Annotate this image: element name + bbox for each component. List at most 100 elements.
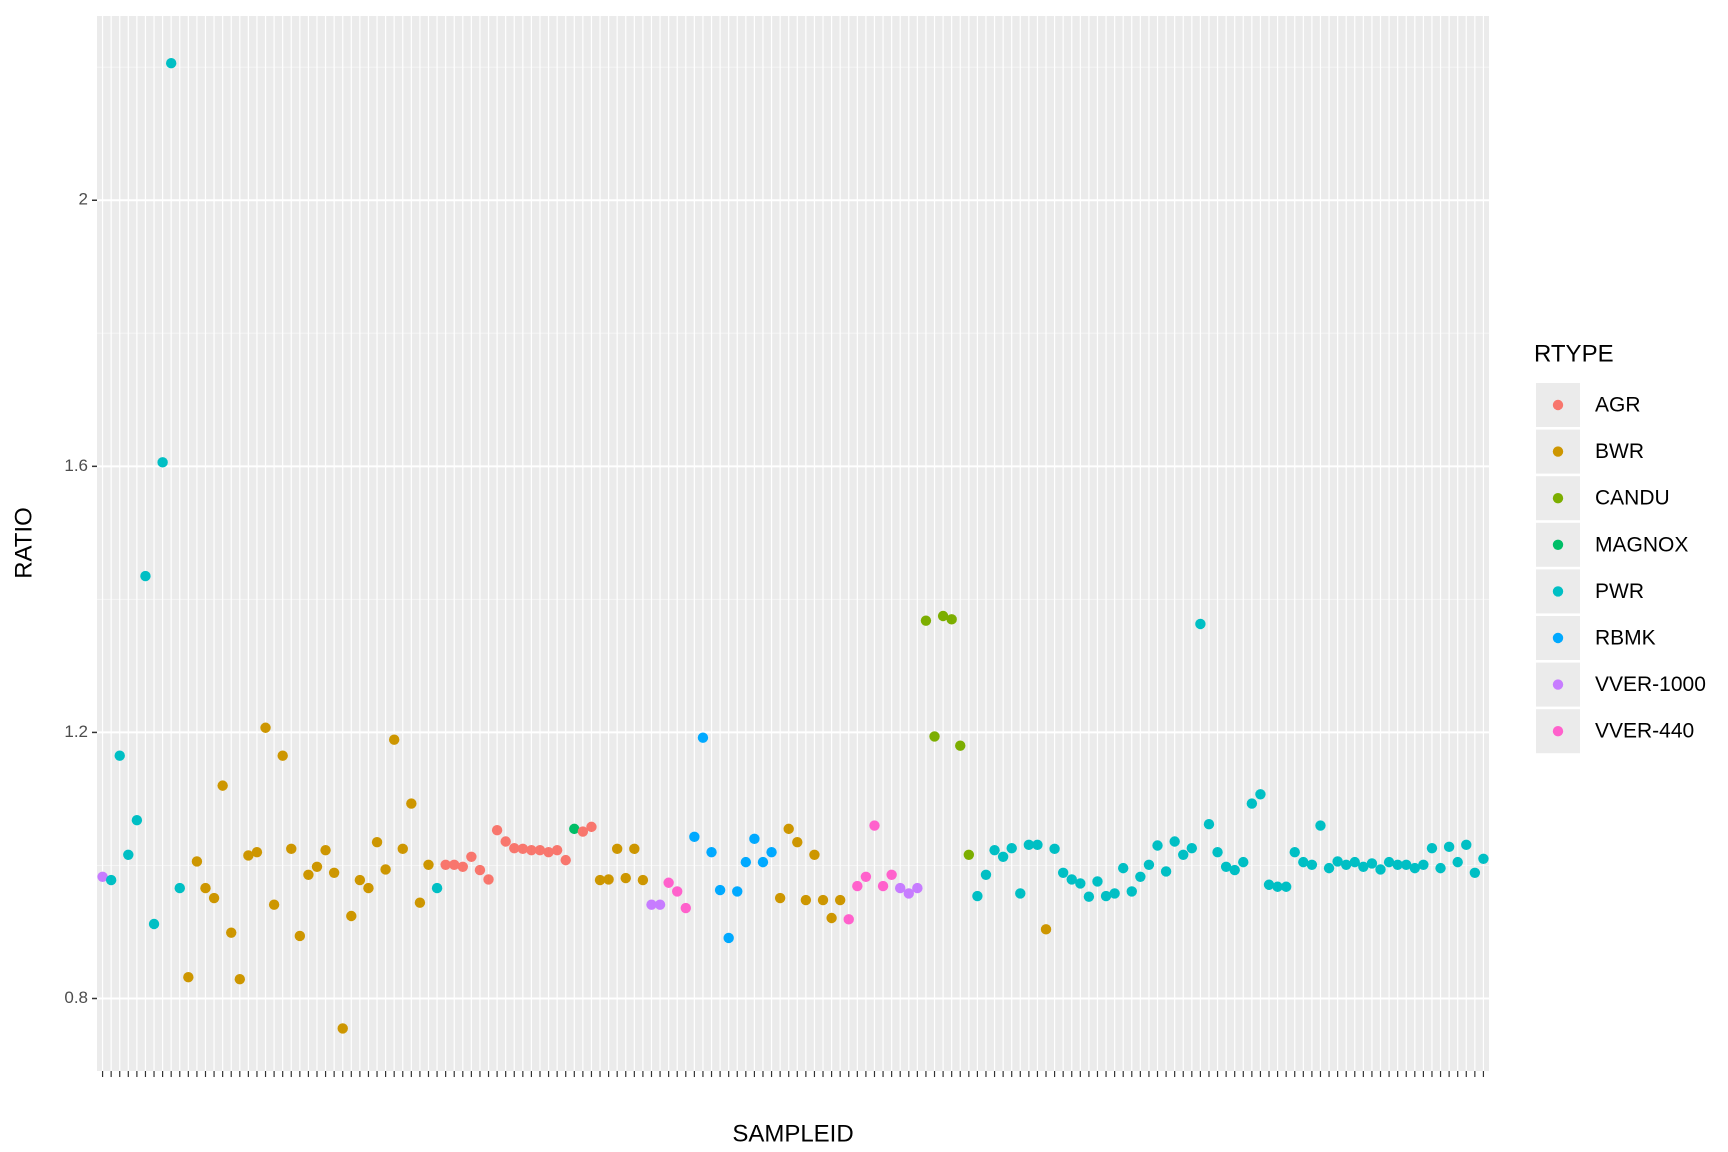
point [1349,856,1360,868]
point [140,570,151,582]
point [834,894,846,906]
legend-marker [1552,446,1564,457]
point [217,780,228,791]
point [766,846,777,858]
legend-marker [1552,539,1564,550]
point [414,897,426,908]
point [1426,842,1438,854]
point [1049,843,1060,855]
point [131,815,143,826]
point [852,880,863,892]
point [114,750,125,761]
point [543,846,554,858]
point [920,615,932,626]
point [1246,798,1258,809]
y-tick-label: 1.2 [64,722,88,741]
point [843,914,854,925]
point [912,882,923,894]
point [560,854,571,866]
point [105,874,117,886]
point [1178,849,1189,861]
point [157,457,168,468]
point [320,844,331,856]
point [937,610,949,622]
point [1306,859,1318,870]
point [963,849,975,861]
point [260,722,271,733]
legend-label: VVER-1000 [1595,673,1706,696]
point [594,874,606,886]
point [800,894,812,906]
point [226,927,237,938]
point [757,856,769,868]
point [929,731,940,742]
panel [97,16,1489,1071]
point [148,918,160,930]
y-axis-title: RATIO [10,507,37,579]
point [646,899,657,910]
legend-marker [1552,399,1564,411]
point [328,867,340,878]
point [577,826,589,837]
point [174,882,185,894]
point [895,882,906,894]
point [1220,861,1232,872]
point [303,869,314,880]
point [723,932,734,944]
point [1409,862,1421,874]
point [1066,874,1077,885]
point [534,844,546,856]
point [826,912,837,924]
legend-label: PWR [1595,580,1644,603]
point [354,874,366,886]
point [431,882,443,894]
point [1238,856,1249,868]
point [1375,864,1386,875]
point [629,843,640,855]
point [1272,881,1283,892]
point [680,902,691,914]
point [1315,820,1326,831]
x-axis-title: SAMPLEID [732,1120,853,1147]
legend-marker [1552,493,1564,504]
point [1478,853,1489,865]
point [1203,819,1215,830]
point [1289,846,1300,858]
point [1358,861,1369,872]
point [1255,789,1266,800]
point [123,849,134,861]
point [569,823,580,835]
point [388,734,400,745]
point [1263,879,1275,890]
point [706,846,717,858]
point [268,899,280,910]
point [1143,859,1155,870]
point [783,823,794,835]
point [1075,878,1086,889]
point [611,843,623,855]
point [663,877,674,888]
point [1126,886,1137,897]
point [406,798,417,809]
point [311,861,323,872]
y-tick-label: 1.6 [64,456,88,475]
point [1160,866,1172,877]
point [672,886,683,897]
point [200,882,211,894]
point [732,886,743,897]
legend-label: AGR [1595,394,1641,417]
point [251,846,263,858]
point [654,899,666,910]
point [243,850,254,861]
point [1469,867,1481,878]
point [277,750,288,761]
point [380,864,391,875]
y-tick-label: 2 [79,190,88,209]
legend-label: VVER-440 [1595,720,1694,743]
legend-label: BWR [1595,440,1644,463]
legend-marker [1552,726,1564,737]
point [1040,924,1052,935]
point [792,836,803,848]
point [191,856,203,867]
point [714,884,726,896]
